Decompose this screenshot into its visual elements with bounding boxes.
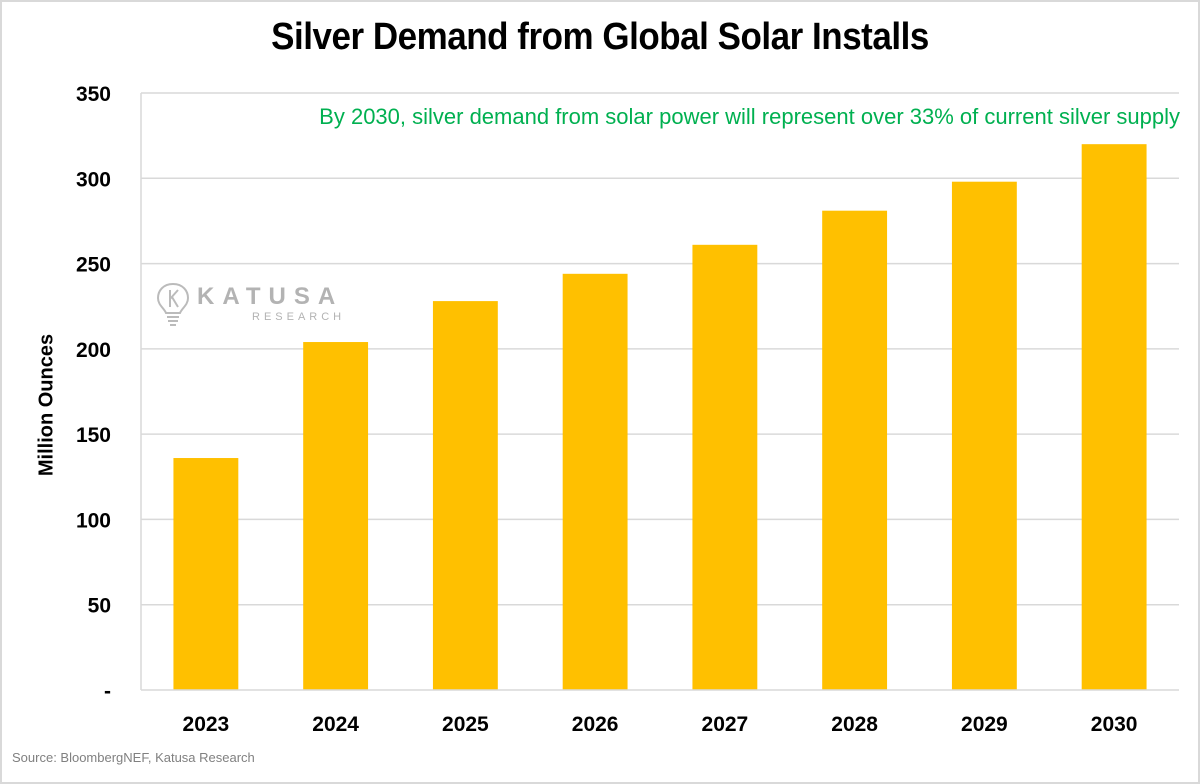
bar-2028 <box>822 210 888 691</box>
y-tick-label: 150 <box>76 424 111 447</box>
x-tick-label: 2026 <box>572 713 619 736</box>
bar-2024 <box>303 342 369 690</box>
source-note: Source: BloombergNEF, Katusa Research <box>12 750 255 765</box>
y-tick-label: 100 <box>76 509 111 532</box>
y-tick-label: 50 <box>88 595 111 618</box>
y-tick-labels: - 50 100 150 200 250 300 350 <box>76 83 111 703</box>
y-tick-label: 200 <box>76 339 111 362</box>
katusa-watermark: KATUSA RESEARCH <box>155 281 341 331</box>
bars <box>173 144 1147 691</box>
y-tick-label: 250 <box>76 254 111 277</box>
x-tick-labels: 2023 2024 2025 2026 2027 2028 2029 2030 <box>183 713 1138 736</box>
gridlines <box>141 92 1179 606</box>
y-tick-label: - <box>104 680 111 703</box>
bar-2025 <box>432 301 498 690</box>
bar-2029 <box>951 181 1017 690</box>
lightbulb-k-icon <box>156 282 190 326</box>
x-tick-label: 2030 <box>1091 713 1138 736</box>
x-tick-label: 2024 <box>312 713 359 736</box>
x-tick-label: 2029 <box>961 713 1008 736</box>
bar-2027 <box>692 244 758 690</box>
x-tick-label: 2027 <box>702 713 749 736</box>
axes <box>140 93 1179 691</box>
x-tick-label: 2025 <box>442 713 489 736</box>
bar-2026 <box>562 273 628 690</box>
x-tick-label: 2023 <box>183 713 230 736</box>
y-tick-label: 300 <box>76 168 111 191</box>
chart-annotation: By 2030, silver demand from solar power … <box>319 104 1180 129</box>
bar-2030 <box>1081 144 1147 690</box>
y-axis-label: Million Ounces <box>35 333 58 477</box>
watermark-name: KATUSA <box>197 283 344 310</box>
x-tick-label: 2028 <box>831 713 878 736</box>
y-tick-label: 350 <box>76 83 111 106</box>
watermark-subtitle: RESEARCH <box>252 311 346 323</box>
bar-2023 <box>173 458 239 690</box>
chart-title: Silver Demand from Global Solar Installs <box>271 16 929 58</box>
